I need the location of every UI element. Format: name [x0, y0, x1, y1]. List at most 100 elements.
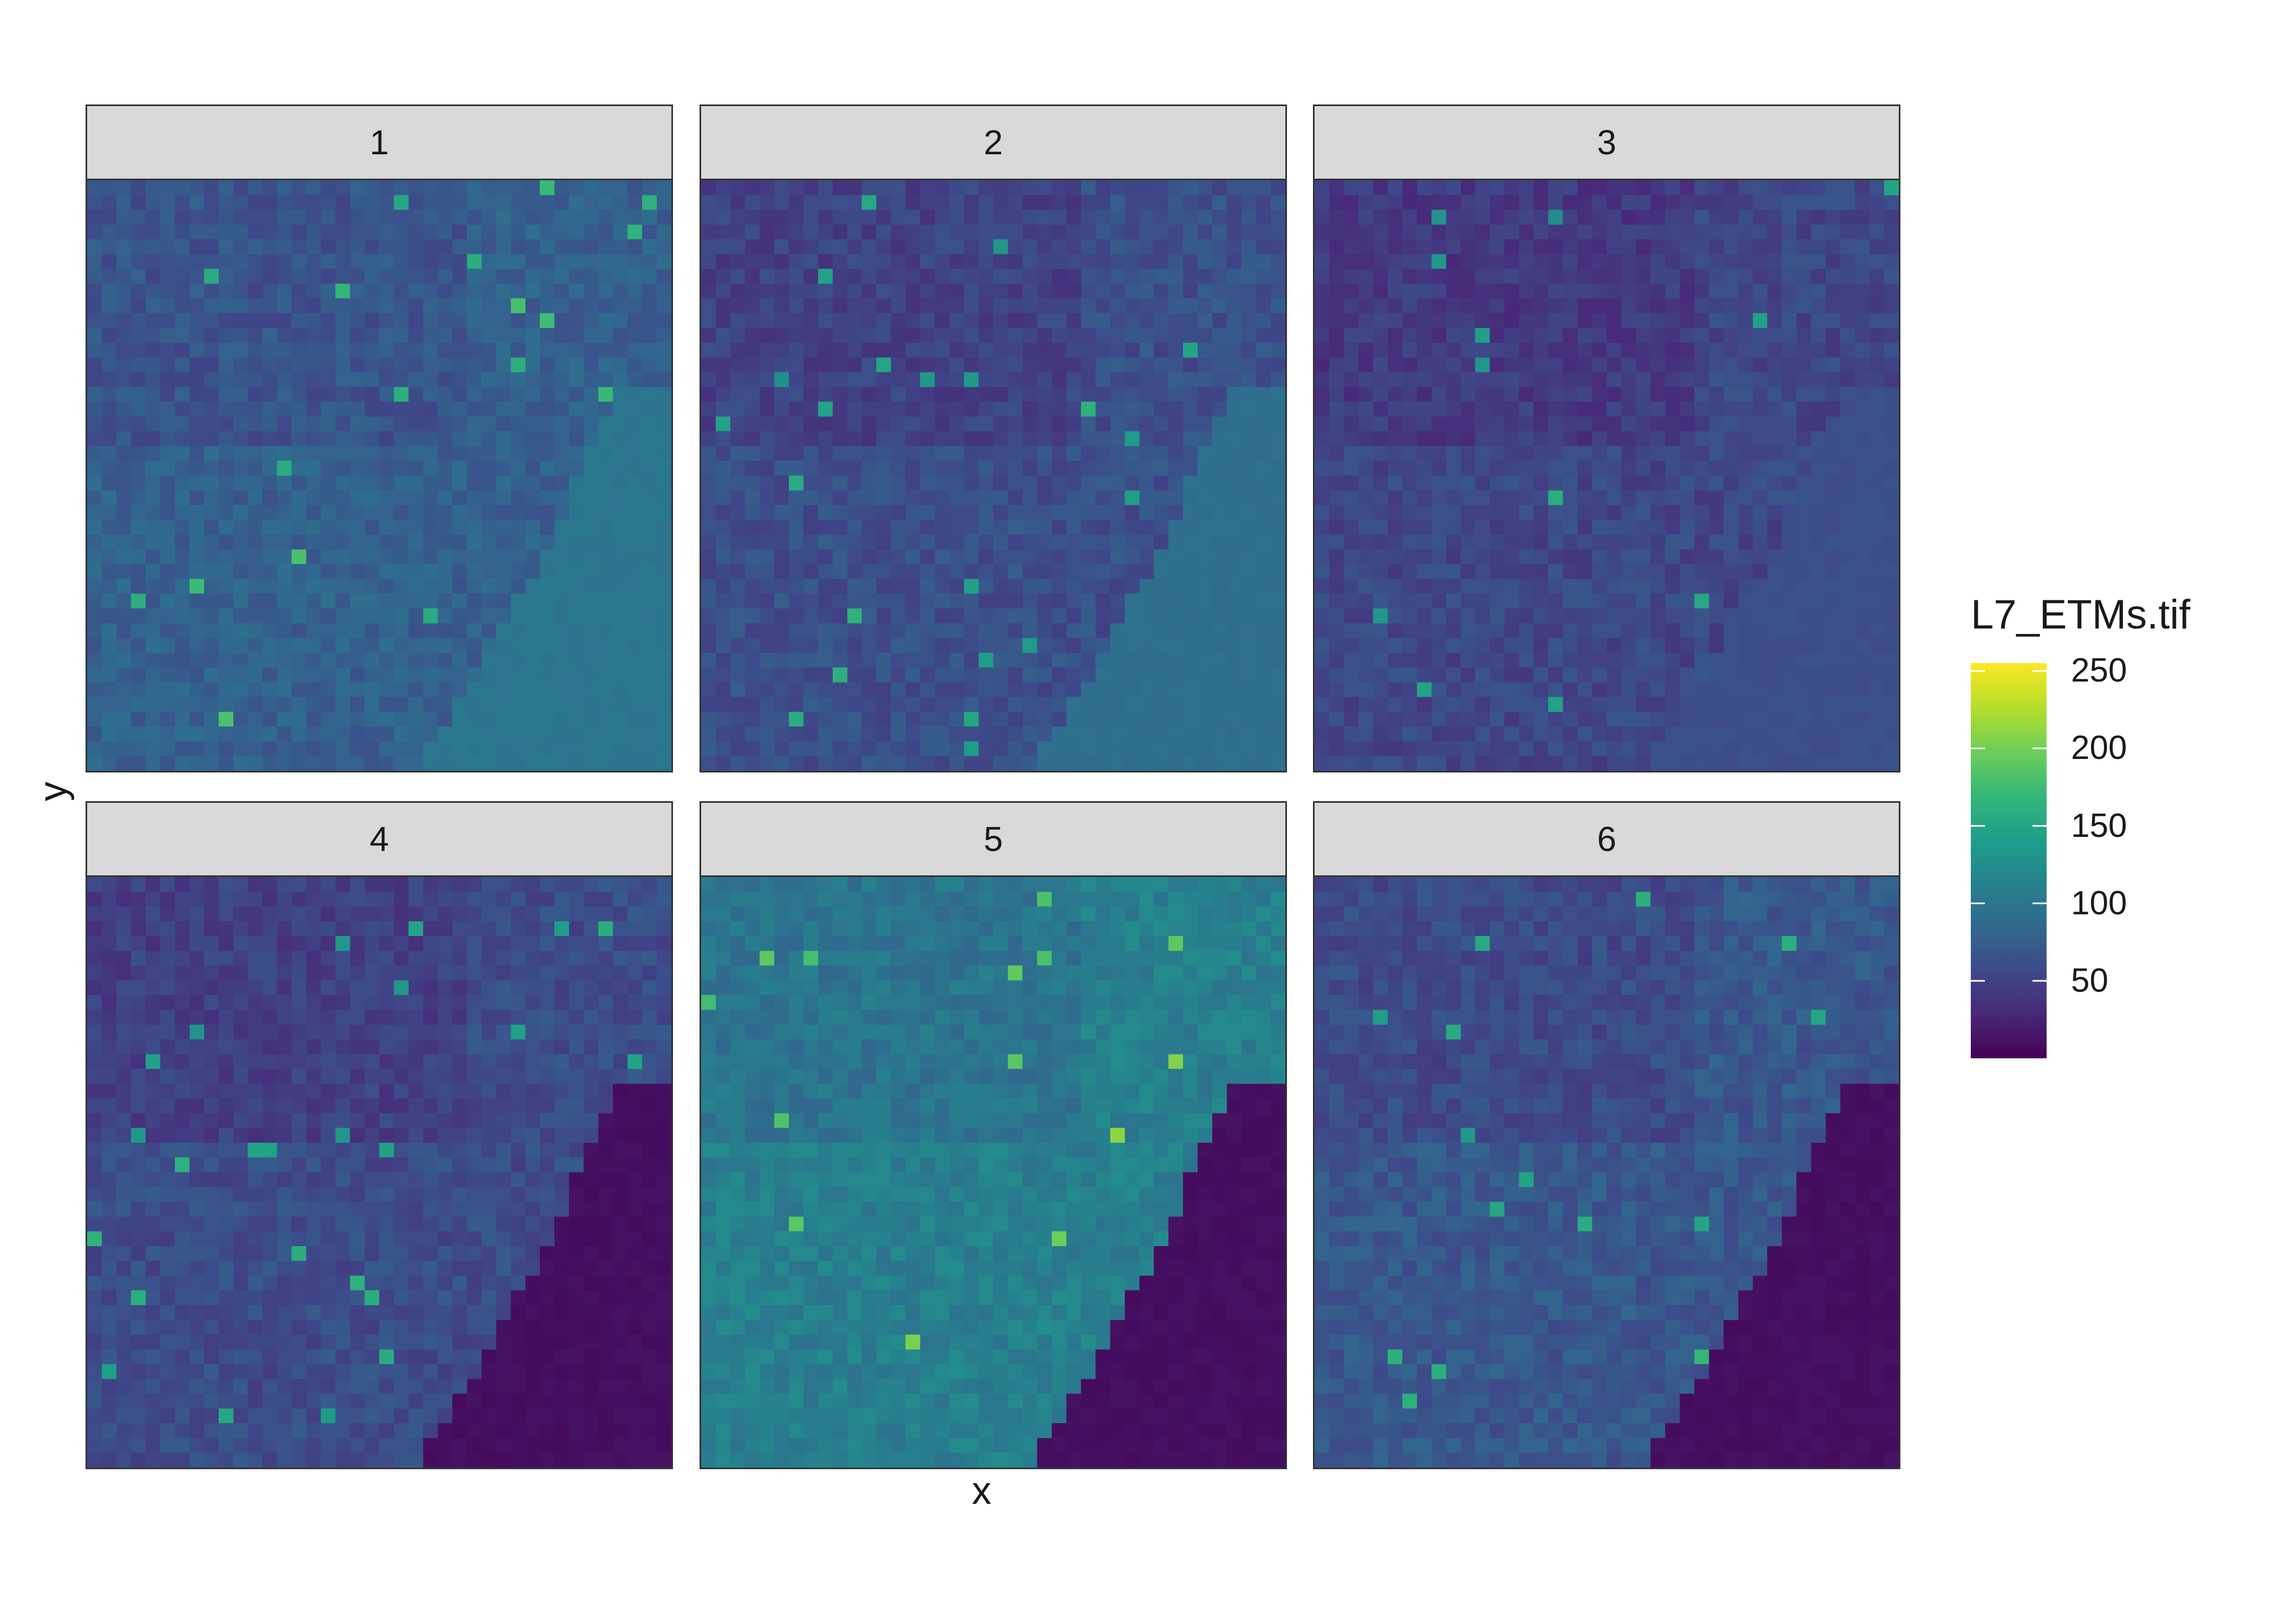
raster-cell: [1767, 593, 1782, 609]
raster-cell: [803, 180, 819, 195]
raster-cell: [1504, 756, 1520, 771]
raster-cell: [1504, 505, 1520, 520]
raster-cell: [1504, 283, 1520, 299]
raster-cell: [247, 209, 263, 225]
raster-cell: [1008, 343, 1023, 358]
raster-cell: [1343, 298, 1359, 314]
raster-cell: [832, 269, 848, 284]
raster-cell: [145, 254, 161, 270]
raster-cell: [642, 726, 657, 742]
raster-cell: [262, 667, 278, 683]
raster-cell: [1680, 697, 1695, 712]
raster-cell: [1168, 239, 1184, 254]
raster-cell: [1782, 357, 1797, 373]
raster-cell: [1475, 357, 1491, 373]
raster-cell: [233, 877, 249, 892]
raster-cell: [832, 402, 848, 417]
raster-cell: [1592, 402, 1608, 417]
raster-cell: [481, 892, 496, 907]
raster-cell: [1592, 387, 1608, 402]
raster-cell: [1811, 623, 1826, 639]
raster-cell: [204, 682, 219, 698]
raster-cell: [408, 936, 423, 951]
raster-cell: [964, 638, 979, 653]
raster-cell: [744, 697, 760, 712]
raster-cell: [554, 756, 570, 771]
raster-cell: [861, 298, 877, 314]
raster-cell: [408, 490, 423, 506]
raster-cell: [1694, 520, 1709, 535]
raster-cell: [160, 402, 175, 417]
raster-cell: [1168, 416, 1184, 432]
raster-cell: [1621, 534, 1636, 550]
raster-cell: [1621, 711, 1636, 727]
raster-cell: [321, 906, 336, 922]
raster-cell: [1460, 520, 1476, 535]
raster-cell: [905, 667, 921, 683]
raster-cell: [876, 564, 892, 579]
raster-cell: [394, 877, 409, 892]
raster-cell: [759, 195, 775, 211]
raster-cell: [1460, 372, 1476, 388]
raster-cell: [1460, 446, 1476, 461]
raster-cell: [306, 490, 322, 506]
raster-cell: [394, 697, 409, 712]
raster-cell: [394, 254, 409, 270]
raster-cell: [87, 490, 102, 506]
raster-cell: [964, 667, 979, 683]
raster-cell: [1665, 697, 1680, 712]
raster-cell: [116, 667, 132, 683]
raster-cell: [554, 431, 570, 447]
raster-cell: [394, 269, 409, 284]
raster-cell: [379, 741, 395, 757]
raster-cell: [554, 520, 570, 535]
raster-cell: [1227, 520, 1242, 535]
raster-cell: [964, 475, 979, 491]
raster-cell: [1563, 756, 1578, 771]
raster-cell: [1227, 652, 1242, 668]
raster-cell: [1767, 328, 1782, 343]
raster-cell: [1475, 209, 1491, 225]
raster-cell: [847, 697, 862, 712]
raster-cell: [1855, 726, 1870, 742]
raster-cell: [1826, 298, 1841, 314]
raster-cell: [584, 534, 599, 550]
raster-cell: [628, 195, 643, 211]
raster-cell: [978, 416, 994, 432]
raster-cell: [1840, 313, 1855, 329]
raster-cell: [876, 269, 892, 284]
raster-cell: [744, 343, 760, 358]
raster-cell: [130, 638, 146, 653]
raster-cell: [1110, 652, 1125, 668]
raster-cell: [130, 490, 146, 506]
raster-cell: [130, 697, 146, 712]
raster-panel-2: [700, 179, 1287, 772]
raster-cell: [554, 638, 570, 653]
raster-cell: [613, 877, 628, 892]
raster-cell: [818, 328, 833, 343]
raster-cell: [818, 608, 833, 624]
raster-cell: [847, 579, 862, 594]
raster-cell: [628, 756, 643, 771]
raster-cell: [262, 298, 278, 314]
raster-cell: [1533, 608, 1549, 624]
raster-cell: [642, 224, 657, 240]
raster-cell: [1855, 490, 1870, 506]
raster-cell: [1125, 608, 1140, 624]
raster-cell: [818, 652, 833, 668]
raster-cell: [1154, 652, 1169, 668]
facet-strip-3: 3: [1313, 104, 1900, 180]
raster-cell: [1811, 180, 1826, 195]
raster-cell: [1008, 608, 1023, 624]
raster-cell: [1183, 269, 1198, 284]
raster-cell: [861, 623, 877, 639]
raster-cell: [481, 416, 496, 432]
raster-cell: [321, 892, 336, 907]
raster-cell: [321, 357, 336, 373]
raster-cell: [935, 343, 950, 358]
raster-cell: [1870, 741, 1885, 757]
raster-cell: [759, 682, 775, 698]
raster-cell: [1840, 711, 1855, 727]
raster-cell: [1329, 461, 1344, 476]
raster-cell: [1840, 431, 1855, 447]
